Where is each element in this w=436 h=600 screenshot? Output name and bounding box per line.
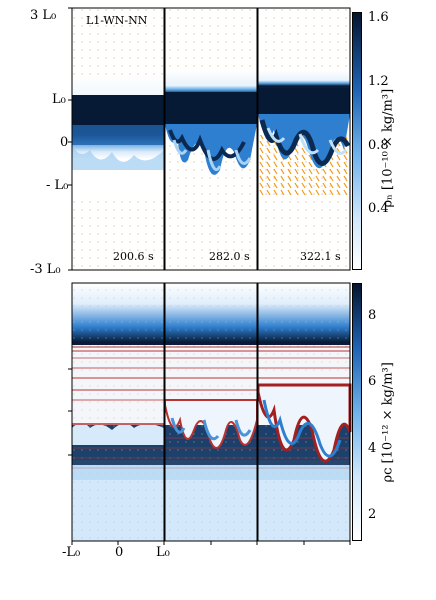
top-cbar-tick-3: 0.8 <box>368 138 389 153</box>
time-label-1: 200.6 s <box>113 250 154 263</box>
y-tick-minus-L0: - L₀ <box>46 178 69 193</box>
y-tick-top: 3 L₀ <box>30 8 57 23</box>
top-cbar-tick-1: 1.6 <box>368 10 389 25</box>
bottom-panel-2-structures <box>164 399 258 449</box>
y-tick-bottom: -3 L₀ <box>30 262 61 277</box>
run-label: L1-WN-NN <box>86 14 148 27</box>
bottom-panel-3-structures <box>256 383 352 463</box>
top-panel-3 <box>258 8 351 270</box>
top-panels <box>68 7 351 271</box>
y-tick-zero: 0 <box>60 135 69 150</box>
x-tick-L0: L₀ <box>156 545 170 560</box>
top-panel-1 <box>72 8 164 270</box>
x-tick-zero: 0 <box>115 545 124 560</box>
top-cbar-tick-2: 1.2 <box>368 74 389 89</box>
bottom-cbar-tick-2: 6 <box>368 374 377 389</box>
bottom-cbar-tick-4: 2 <box>368 507 377 522</box>
x-tick-minus-L0: -L₀ <box>62 545 81 560</box>
bottom-colorbar-label: ρᴄ [10⁻¹² × kg/m³] <box>380 362 396 483</box>
top-colorbar <box>352 12 362 270</box>
y-tick-L0: L₀ <box>52 92 66 107</box>
top-panel-2 <box>165 8 257 270</box>
bottom-cbar-tick-3: 4 <box>368 441 377 456</box>
top-cbar-tick-4: 0.4 <box>368 201 389 216</box>
bottom-cbar-tick-1: 8 <box>368 308 377 323</box>
time-label-2: 282.0 s <box>209 250 250 263</box>
time-label-3: 322.1 s <box>300 250 341 263</box>
bottom-colorbar <box>352 283 362 541</box>
